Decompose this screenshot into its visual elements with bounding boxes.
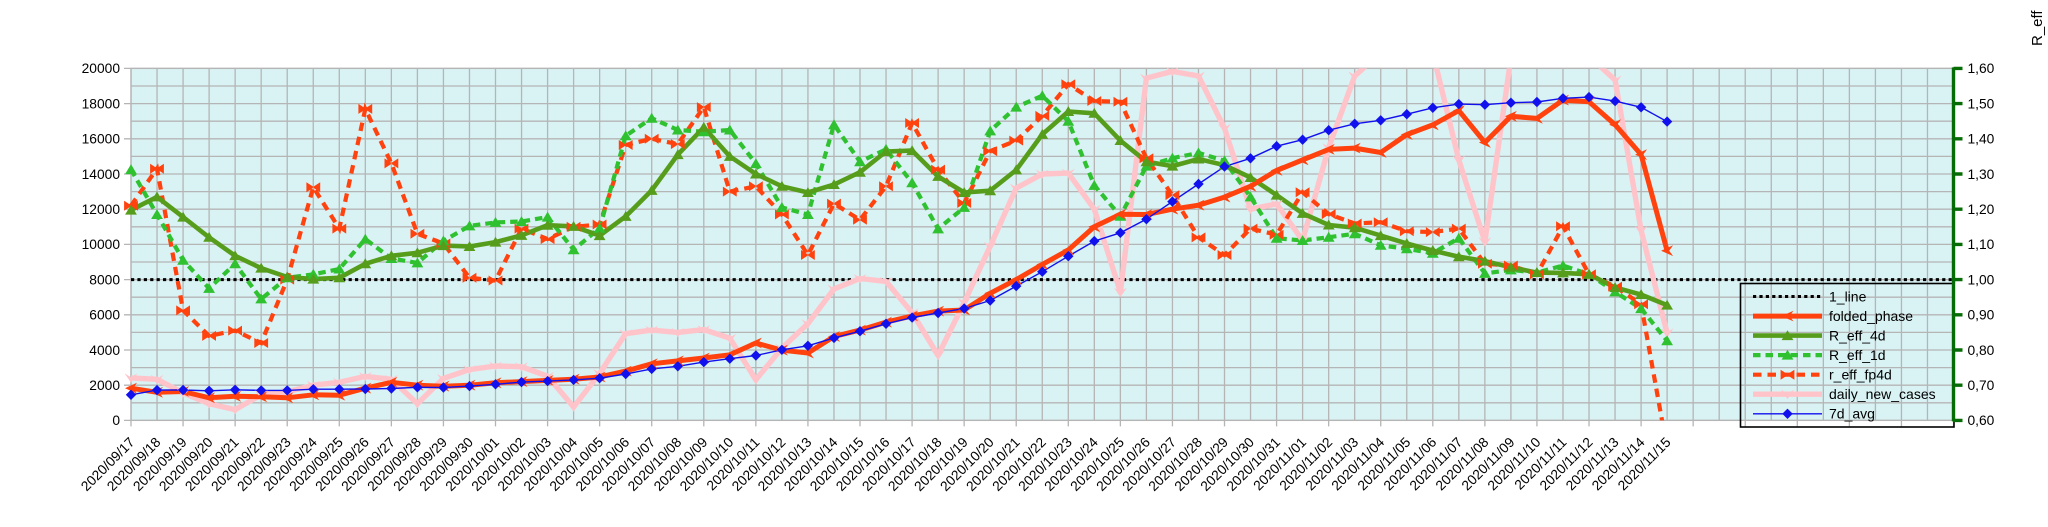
svg-text:1_line: 1_line xyxy=(1829,288,1867,304)
svg-text:0,60: 0,60 xyxy=(1968,413,1995,428)
svg-text:7d_avg: 7d_avg xyxy=(1829,406,1875,422)
svg-text:2000: 2000 xyxy=(89,378,120,393)
svg-text:1,60: 1,60 xyxy=(1968,61,1995,76)
svg-text:1,30: 1,30 xyxy=(1968,167,1995,182)
svg-text:0,90: 0,90 xyxy=(1968,308,1995,323)
svg-text:0,80: 0,80 xyxy=(1968,343,1995,358)
svg-text:daily_new_cases: daily_new_cases xyxy=(1829,386,1936,402)
svg-text:1,10: 1,10 xyxy=(1968,237,1995,252)
svg-text:R_eff_4d: R_eff_4d xyxy=(1829,327,1886,343)
svg-text:16000: 16000 xyxy=(82,132,121,147)
svg-text:20000: 20000 xyxy=(82,61,121,76)
svg-text:1,00: 1,00 xyxy=(1968,272,1995,287)
svg-text:12000: 12000 xyxy=(82,202,121,217)
svg-text:1,40: 1,40 xyxy=(1968,132,1995,147)
svg-text:r_eff_fp4d: r_eff_fp4d xyxy=(1829,367,1892,383)
svg-text:R_eff_1d: R_eff_1d xyxy=(1829,347,1886,363)
svg-text:0: 0 xyxy=(112,413,120,428)
svg-text:1,20: 1,20 xyxy=(1968,202,1995,217)
svg-text:10000: 10000 xyxy=(82,237,121,252)
svg-text:0,70: 0,70 xyxy=(1968,378,1995,393)
svg-text:4000: 4000 xyxy=(89,343,120,358)
svg-text:14000: 14000 xyxy=(82,167,121,182)
svg-text:R_eff: R_eff xyxy=(2029,10,2046,46)
svg-text:18000: 18000 xyxy=(82,96,121,111)
svg-text:6000: 6000 xyxy=(89,308,120,323)
svg-text:1,50: 1,50 xyxy=(1968,96,1995,111)
svg-text:8000: 8000 xyxy=(89,272,120,287)
svg-text:folded_phase: folded_phase xyxy=(1829,308,1913,324)
